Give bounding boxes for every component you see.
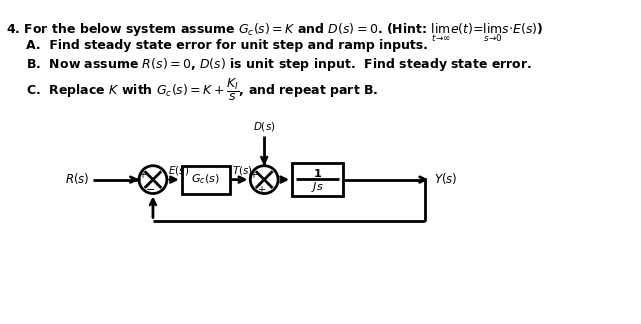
- Text: A.  Find steady state error for unit step and ramp inputs.: A. Find steady state error for unit step…: [26, 39, 428, 52]
- Text: 1: 1: [313, 169, 321, 179]
- Text: $E(s)$: $E(s)$: [168, 164, 189, 177]
- Text: $G_c(s)$: $G_c(s)$: [192, 173, 220, 186]
- Bar: [292, 163, 343, 196]
- Text: $Js$: $Js$: [311, 180, 324, 194]
- Text: +: +: [249, 170, 257, 180]
- Text: −: −: [146, 185, 155, 195]
- Text: $D(s)$: $D(s)$: [253, 120, 276, 133]
- Bar: [181, 166, 230, 193]
- Text: C.  Replace $K$ with $G_c(s) = K + \dfrac{K_I}{s}$, and repeat part B.: C. Replace $K$ with $G_c(s) = K + \dfrac…: [26, 77, 378, 103]
- Text: $T(s)$: $T(s)$: [232, 164, 253, 177]
- Text: +: +: [258, 185, 265, 195]
- Text: B.  Now assume $R(s) = 0$, $D(s)$ is unit step input.  Find steady state error.: B. Now assume $R(s) = 0$, $D(s)$ is unit…: [26, 56, 532, 73]
- Text: $Y(s)$: $Y(s)$: [434, 171, 457, 186]
- Text: 4. For the below system assume $G_c(s) = K$ and $D(s) = 0$. (Hint: $\lim_{t\to\i: 4. For the below system assume $G_c(s) =…: [6, 21, 543, 44]
- Text: $R(s)$: $R(s)$: [65, 171, 90, 186]
- Text: +: +: [138, 170, 146, 180]
